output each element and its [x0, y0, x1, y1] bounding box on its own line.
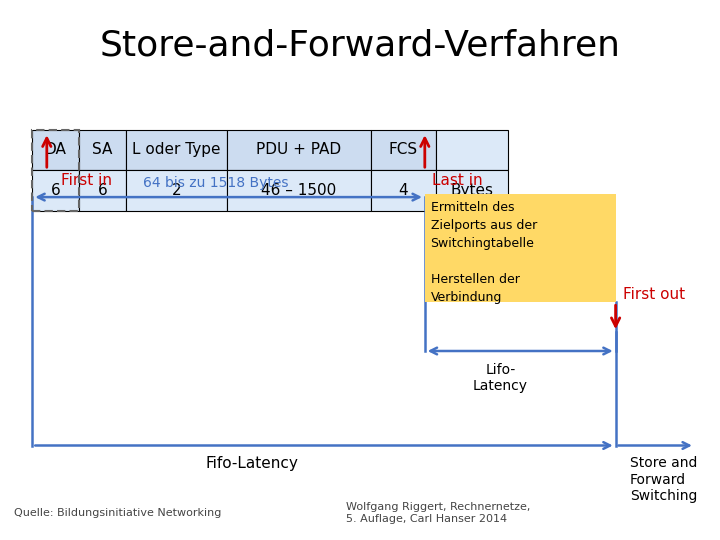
Text: 64 bis zu 1518 Bytes: 64 bis zu 1518 Bytes [143, 176, 289, 190]
Text: PDU + PAD: PDU + PAD [256, 143, 341, 157]
Text: Store and
Forward
Switching: Store and Forward Switching [630, 456, 698, 503]
Text: Fifo-Latency: Fifo-Latency [206, 456, 298, 471]
Text: Quelle: Bildungsinitiative Networking: Quelle: Bildungsinitiative Networking [14, 508, 222, 518]
Text: First out: First out [623, 287, 685, 302]
Bar [32, 130, 79, 170]
Text: SA: SA [92, 143, 113, 157]
Text: DA: DA [45, 143, 67, 157]
Text: Wolfgang Riggert, Rechnernetze,
5. Auflage, Carl Hanser 2014: Wolfgang Riggert, Rechnernetze, 5. Aufla… [346, 502, 530, 524]
Text: Bytes: Bytes [450, 183, 493, 198]
Bar [436, 170, 508, 211]
Text: First in: First in [61, 173, 112, 188]
Text: Ermitteln des
Zielports aus der
Switchingtabelle

Herstellen der
Verbindung: Ermitteln des Zielports aus der Switchin… [431, 201, 537, 304]
Text: Last in: Last in [432, 173, 482, 188]
Bar [371, 170, 436, 211]
Bar [79, 170, 126, 211]
Bar [32, 130, 79, 211]
Bar [126, 130, 227, 170]
Bar [227, 170, 371, 211]
Text: L oder Type: L oder Type [132, 143, 220, 157]
Bar [32, 170, 79, 211]
Bar [126, 170, 227, 211]
Text: 46 – 1500: 46 – 1500 [261, 183, 336, 198]
Text: Lifo-
Latency: Lifo- Latency [473, 363, 528, 393]
Text: 6: 6 [51, 183, 60, 198]
Bar [436, 130, 508, 170]
Bar [79, 130, 126, 170]
Text: 6: 6 [98, 183, 107, 198]
Text: Store-and-Forward-Verfahren: Store-and-Forward-Verfahren [99, 29, 621, 63]
Text: FCS: FCS [389, 143, 418, 157]
Bar [371, 130, 436, 170]
Bar [227, 130, 371, 170]
Text: 4: 4 [398, 183, 408, 198]
Bar [425, 194, 616, 302]
Text: 2: 2 [171, 183, 181, 198]
